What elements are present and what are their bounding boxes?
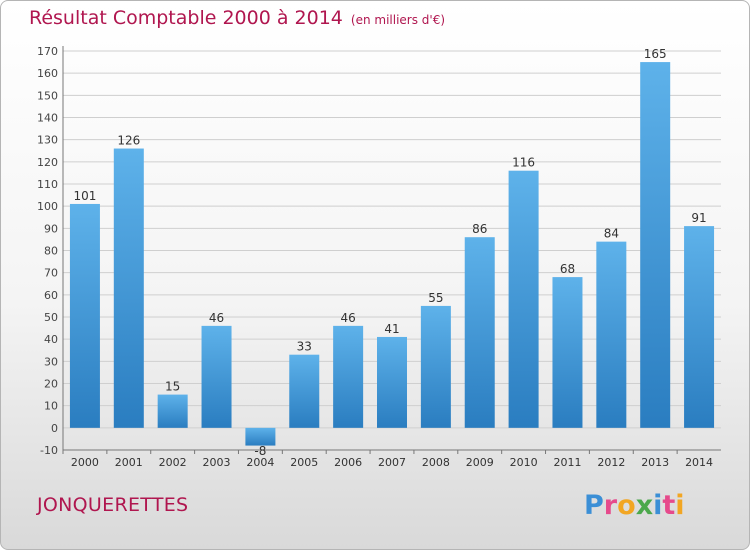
value-label-2000: 101 bbox=[73, 189, 96, 203]
y-tick-label: 90 bbox=[44, 222, 58, 235]
chart-unit: (en milliers d'€) bbox=[350, 13, 446, 27]
bar-2013 bbox=[640, 62, 671, 428]
bar-2007 bbox=[377, 336, 407, 428]
y-tick-label: 110 bbox=[37, 178, 58, 191]
y-tick-label: 130 bbox=[37, 134, 58, 147]
x-tick-label-2011: 2011 bbox=[553, 456, 581, 469]
x-tick-label-2001: 2001 bbox=[115, 456, 143, 469]
value-label-2005: 33 bbox=[297, 340, 312, 354]
value-label-2007: 41 bbox=[384, 322, 399, 336]
bar-2009 bbox=[464, 237, 495, 428]
y-tick-label: -10 bbox=[40, 444, 58, 457]
x-tick-label-2002: 2002 bbox=[159, 456, 187, 469]
x-tick-label-2006: 2006 bbox=[334, 456, 362, 469]
y-tick-label: 120 bbox=[37, 156, 58, 169]
bar-2006 bbox=[333, 325, 364, 428]
value-label-2014: 91 bbox=[691, 211, 706, 225]
bar-2011 bbox=[552, 277, 583, 428]
bar-2005 bbox=[289, 354, 320, 428]
y-tick-label: 170 bbox=[37, 45, 58, 58]
value-label-2008: 55 bbox=[428, 291, 443, 305]
value-label-2001: 126 bbox=[117, 134, 140, 148]
value-label-2006: 46 bbox=[340, 311, 355, 325]
y-tick-label: 160 bbox=[37, 67, 58, 80]
bar-2002 bbox=[157, 394, 188, 428]
y-tick-label: 40 bbox=[44, 333, 58, 346]
chart-title-text: Résultat Comptable 2000 à 2014 bbox=[29, 7, 343, 29]
x-tick-label-2008: 2008 bbox=[422, 456, 450, 469]
y-tick-label: 60 bbox=[44, 289, 58, 302]
y-tick-label: 0 bbox=[51, 422, 58, 435]
place-name: JONQUERETTES bbox=[37, 494, 189, 516]
y-tick-label: 80 bbox=[44, 245, 58, 258]
bar-2000 bbox=[69, 203, 100, 428]
bar-2014 bbox=[684, 226, 715, 428]
proxiti-logo: Proxiti bbox=[584, 490, 685, 521]
value-label-2004: -8 bbox=[254, 444, 266, 458]
bar-2001 bbox=[113, 148, 144, 428]
y-tick-label: 70 bbox=[44, 267, 58, 280]
y-tick-label: 100 bbox=[37, 200, 58, 213]
x-tick-label-2005: 2005 bbox=[290, 456, 318, 469]
bar-2012 bbox=[596, 241, 627, 428]
y-tick-label: 30 bbox=[44, 355, 58, 368]
value-label-2013: 165 bbox=[644, 47, 667, 61]
y-tick-label: 50 bbox=[44, 311, 58, 324]
value-label-2010: 116 bbox=[512, 156, 535, 170]
bar-2010 bbox=[508, 170, 539, 428]
bar-2003 bbox=[201, 325, 232, 428]
x-tick-label-2014: 2014 bbox=[685, 456, 713, 469]
value-label-2011: 68 bbox=[560, 262, 575, 276]
x-tick-label-2004: 2004 bbox=[246, 456, 274, 469]
y-tick-label: 20 bbox=[44, 378, 58, 391]
value-label-2012: 84 bbox=[604, 227, 619, 241]
y-tick-label: 150 bbox=[37, 89, 58, 102]
x-tick-label-2003: 2003 bbox=[203, 456, 231, 469]
value-label-2002: 15 bbox=[165, 380, 180, 394]
bar-2008 bbox=[420, 305, 451, 428]
x-tick-label-2009: 2009 bbox=[466, 456, 494, 469]
y-tick-label: 140 bbox=[37, 112, 58, 125]
x-tick-label-2007: 2007 bbox=[378, 456, 406, 469]
y-tick-label: 10 bbox=[44, 400, 58, 413]
bar-2004 bbox=[245, 427, 276, 446]
value-label-2009: 86 bbox=[472, 222, 487, 236]
x-tick-label-2012: 2012 bbox=[597, 456, 625, 469]
x-tick-label-2010: 2010 bbox=[510, 456, 538, 469]
x-tick-label-2000: 2000 bbox=[71, 456, 99, 469]
value-label-2003: 46 bbox=[209, 311, 224, 325]
x-tick-label-2013: 2013 bbox=[641, 456, 669, 469]
chart-title: Résultat Comptable 2000 à 2014 (en millie… bbox=[29, 7, 445, 29]
